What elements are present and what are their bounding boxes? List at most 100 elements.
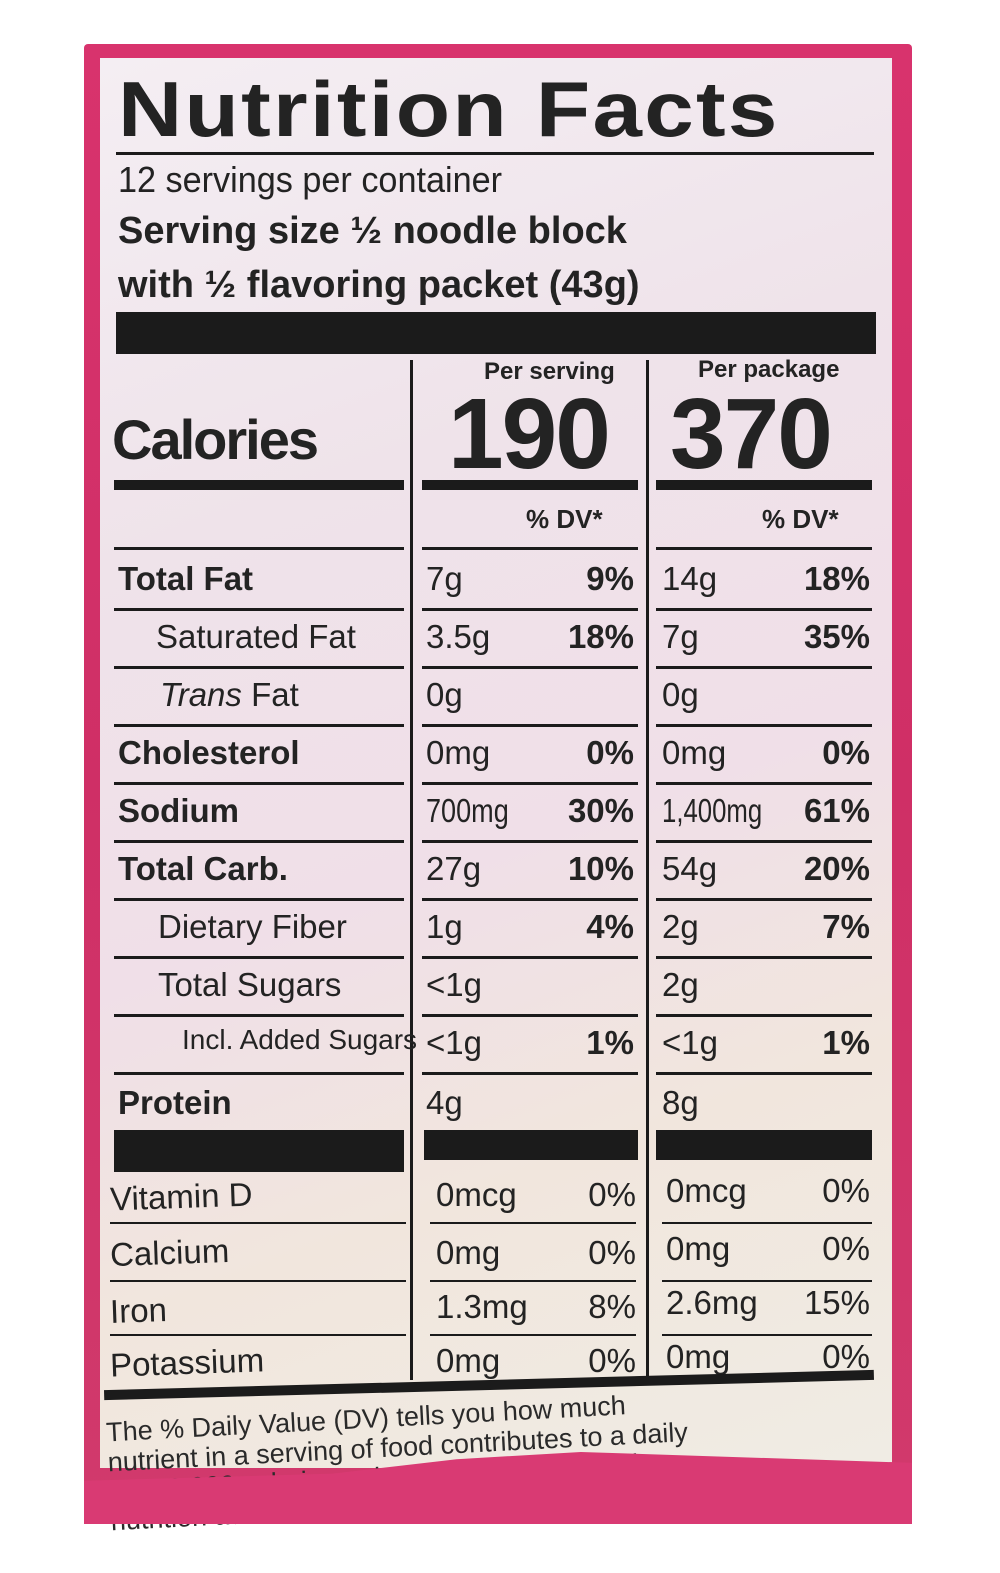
nutrient-row-divider bbox=[422, 782, 638, 785]
vitamin-row-divider bbox=[430, 1222, 636, 1224]
nutrient-serving-amount: 7g bbox=[426, 560, 463, 597]
nutrient-row-divider bbox=[422, 724, 638, 727]
nutrient-serving-amount: 4g bbox=[426, 1084, 463, 1121]
nutrient-name: Cholesterol bbox=[118, 734, 300, 771]
vitamin-serving-percent: 0% bbox=[588, 1176, 636, 1213]
nutrient-row-divider bbox=[656, 840, 872, 843]
nutrient-serving-percent: 9% bbox=[586, 560, 634, 597]
per-serving-header: Per serving bbox=[484, 358, 615, 385]
nutrient-package-percent: 1% bbox=[822, 1024, 870, 1061]
nutrient-name: Sodium bbox=[118, 792, 239, 829]
vitamin-package-amount: 0mg bbox=[666, 1230, 731, 1267]
nutrient-row-divider bbox=[114, 666, 404, 669]
serving-size-line-2: with ½ flavoring packet (43g) bbox=[118, 264, 640, 306]
nutrient-row-divider bbox=[422, 956, 638, 959]
nutrient-name: Protein bbox=[118, 1084, 232, 1121]
nutrient-serving-amount: 3.5g bbox=[426, 618, 491, 655]
dv-header-serving: % DV* bbox=[526, 504, 603, 534]
nutrient-row-divider bbox=[422, 1072, 638, 1075]
nutrient-name: Total Carb. bbox=[118, 850, 288, 887]
nutrient-package-percent: 61% bbox=[803, 792, 870, 829]
nutrient-name-rest: Fat bbox=[241, 676, 299, 713]
vitamin-package-percent: 0% bbox=[822, 1230, 870, 1267]
vitamin-name: Vitamin D bbox=[109, 1175, 254, 1218]
nutrient-row-divider bbox=[656, 608, 872, 611]
nutrient-package-amount: <1g bbox=[662, 1024, 718, 1061]
nutrient-row-divider bbox=[114, 782, 404, 785]
nutrient-package-amount: 1,400mg bbox=[662, 792, 763, 829]
vitamin-package-percent: 0% bbox=[822, 1172, 870, 1209]
nutrient-row-divider bbox=[422, 840, 638, 843]
nutrient-package-percent: 18% bbox=[803, 560, 870, 597]
calories-rule-right bbox=[656, 480, 872, 490]
nutrient-name: Total Fat bbox=[118, 560, 254, 597]
nutrient-name-italic: Trans bbox=[160, 676, 242, 713]
calories-label: Calories bbox=[112, 408, 319, 471]
nutrient-serving-amount: 27g bbox=[426, 850, 482, 887]
vitamin-row-divider bbox=[662, 1222, 872, 1224]
nutrient-package-amount: 54g bbox=[662, 850, 718, 887]
nutrient-name: Trans Fat bbox=[160, 678, 299, 711]
nutrient-row-divider bbox=[114, 898, 404, 901]
nutrient-package-amount: 14g bbox=[662, 560, 718, 597]
vitamin-serving-percent: 8% bbox=[588, 1288, 636, 1325]
nutrition-label-panel bbox=[100, 58, 892, 1468]
calories-per-serving: 190 bbox=[448, 378, 611, 490]
nutrient-row-divider bbox=[422, 608, 638, 611]
column-divider-left bbox=[410, 360, 413, 1380]
title-divider bbox=[116, 152, 874, 155]
nutrient-serving-amount: <1g bbox=[426, 1024, 482, 1061]
nutrient-package-percent: 0% bbox=[822, 734, 870, 771]
per-package-header: Per package bbox=[698, 356, 840, 383]
nutrient-name: Dietary Fiber bbox=[158, 908, 347, 945]
vitamin-row-divider bbox=[110, 1334, 406, 1336]
thick-divider-top bbox=[116, 312, 876, 354]
vitamin-serving-percent: 0% bbox=[588, 1234, 636, 1271]
nutrient-row-divider bbox=[656, 782, 872, 785]
nutrient-serving-amount: 1g bbox=[426, 908, 463, 945]
nutrient-row-divider bbox=[422, 898, 638, 901]
dv-header-package: % DV* bbox=[762, 504, 839, 534]
vitamin-name: Iron bbox=[109, 1291, 168, 1330]
vitamin-row-divider bbox=[110, 1280, 406, 1282]
nutrient-package-amount: 0g bbox=[662, 676, 699, 713]
nutrient-row-divider bbox=[656, 666, 872, 669]
nutrient-row-divider bbox=[656, 724, 872, 727]
nutrient-package-percent: 35% bbox=[803, 618, 870, 655]
nutrient-package-percent: 7% bbox=[822, 908, 870, 945]
nutrient-name: Saturated Fat bbox=[156, 618, 356, 655]
nutrient-package-amount: 0mg bbox=[662, 734, 727, 771]
vitamin-package-percent: 15% bbox=[803, 1284, 870, 1321]
dv-rule-mid bbox=[422, 547, 638, 550]
vitamin-row-divider bbox=[662, 1280, 872, 1282]
nutrient-serving-amount: 700mg bbox=[426, 792, 509, 829]
nutrient-serving-amount: <1g bbox=[426, 966, 482, 1003]
calories-rule-left bbox=[114, 480, 404, 490]
thick-divider-vitamins-left bbox=[114, 1130, 404, 1172]
vitamin-serving-amount: 1.3mg bbox=[436, 1288, 528, 1325]
vitamin-package-amount: 2.6mg bbox=[666, 1284, 758, 1321]
nutrient-package-percent: 20% bbox=[803, 850, 870, 887]
nutrient-row-divider bbox=[114, 724, 404, 727]
nutrient-serving-percent: 30% bbox=[567, 792, 634, 829]
calories-per-package: 370 bbox=[670, 378, 833, 490]
nutrient-serving-percent: 4% bbox=[586, 908, 634, 945]
nutrient-serving-percent: 10% bbox=[567, 850, 634, 887]
dv-rule-right bbox=[656, 547, 872, 550]
nutrient-serving-percent: 18% bbox=[567, 618, 634, 655]
vitamin-package-percent: 0% bbox=[822, 1338, 870, 1375]
nutrient-serving-percent: 0% bbox=[586, 734, 634, 771]
servings-per-container: 12 servings per container bbox=[118, 159, 503, 200]
thick-divider-vitamins-mid bbox=[424, 1130, 638, 1160]
vitamin-name: Calcium bbox=[109, 1231, 230, 1274]
nutrient-serving-percent: 1% bbox=[586, 1024, 634, 1061]
vitamin-name: Potassium bbox=[109, 1341, 265, 1384]
nutrient-package-amount: 7g bbox=[662, 618, 699, 655]
vitamin-row-divider bbox=[110, 1222, 406, 1224]
vitamin-serving-amount: 0mcg bbox=[436, 1176, 517, 1213]
column-divider-right bbox=[646, 360, 649, 1380]
nutrition-facts-title: Nutrition Facts bbox=[118, 65, 780, 153]
nutrient-row-divider bbox=[422, 666, 638, 669]
nutrient-row-divider bbox=[656, 898, 872, 901]
vitamin-row-divider bbox=[662, 1334, 872, 1336]
